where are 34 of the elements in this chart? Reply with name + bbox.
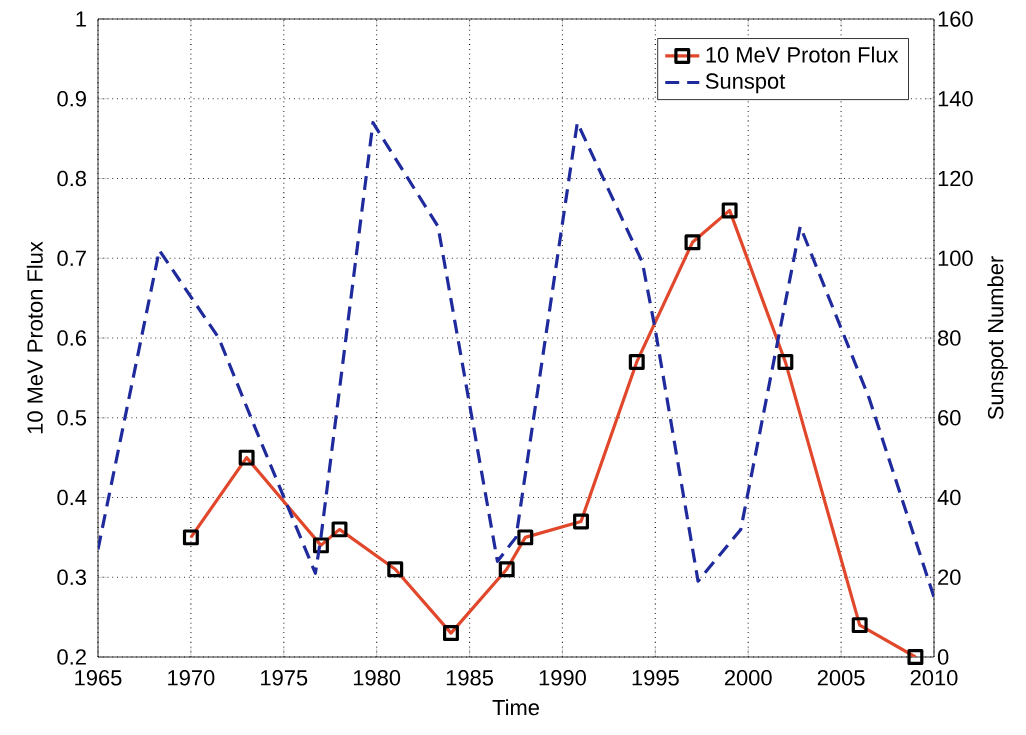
- y-tick-label: 0.8: [57, 170, 86, 187]
- x-tick-label: 1990: [539, 670, 586, 686]
- y2-tick-label: 60: [938, 410, 961, 426]
- x-tick-label: 1985: [446, 670, 493, 686]
- y2-tick-label: 20: [938, 569, 961, 586]
- y-tick-label: 1: [76, 11, 86, 27]
- y2-axis-title: Sunspot Number: [987, 256, 1008, 420]
- y-tick-label: 0.7: [57, 250, 86, 267]
- y-tick-label: 0.9: [57, 91, 86, 107]
- y2-tick-label: 100: [938, 250, 973, 267]
- x-tick-label: 1995: [632, 670, 679, 686]
- line-series: [98, 121, 934, 599]
- legend-label: Sunspot: [705, 73, 786, 94]
- y2-tick-label: 120: [938, 170, 973, 187]
- x-tick-label: 1980: [353, 670, 401, 686]
- x-tick-label: 1975: [261, 670, 308, 686]
- y-tick-label: 0.5: [57, 410, 87, 426]
- x-tick-label: 1965: [75, 670, 122, 686]
- y-tick-label: 0.2: [57, 649, 86, 665]
- x-tick-label: 2000: [724, 670, 772, 686]
- y-tick-label: 0.3: [57, 569, 86, 586]
- y2-tick-label: 80: [937, 330, 961, 346]
- legend-label: 10 MeV Proton Flux: [706, 46, 899, 63]
- y-axis-title: 10 MeV Proton Flux: [26, 241, 43, 434]
- y2-tick-label: 40: [937, 489, 961, 506]
- y2-tick-label: 140: [938, 91, 973, 107]
- y-tick-label: 0.6: [57, 330, 86, 346]
- y2-tick-label: 160: [938, 11, 973, 27]
- x-tick-label: 2010: [910, 670, 958, 686]
- x-axis-title: Time: [492, 699, 539, 716]
- x-tick-label: 1970: [168, 670, 215, 686]
- x-tick-label: 2005: [817, 670, 865, 686]
- y2-tick-label: 0: [937, 649, 949, 665]
- y-tick-label: 0.4: [57, 489, 87, 506]
